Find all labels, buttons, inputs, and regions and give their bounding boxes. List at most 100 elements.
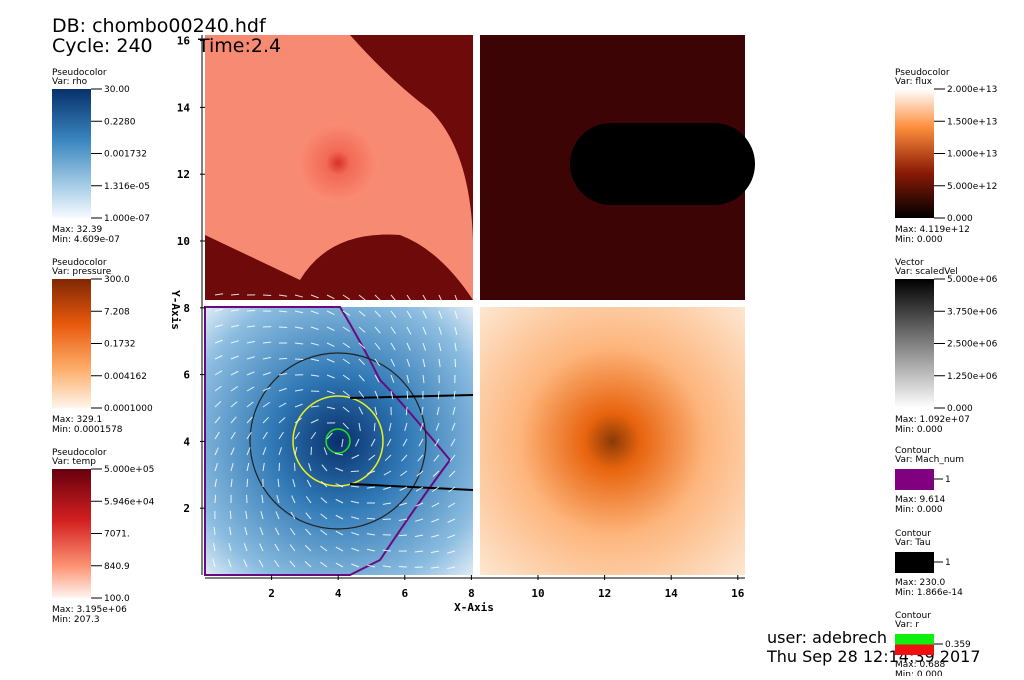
x-axis-title: X-Axis xyxy=(454,601,494,614)
y-tick-label: 8 xyxy=(183,302,190,315)
vector-arrow xyxy=(279,358,287,359)
x-tick-label: 4 xyxy=(335,587,342,600)
legend-var: Var: flux xyxy=(895,77,933,87)
pressure-image xyxy=(480,307,745,575)
colorbar-label: 1.000e-07 xyxy=(104,214,150,224)
x-tick-label: 12 xyxy=(598,587,611,600)
legend-max: Max: 9.614 xyxy=(895,495,946,505)
vector-arrow xyxy=(311,447,312,455)
legend-min: Min: 0.000 xyxy=(895,505,943,515)
vector-arrow xyxy=(351,471,359,472)
colorbar xyxy=(895,89,934,218)
vector-arrow xyxy=(247,479,248,487)
vector-arrow xyxy=(407,391,408,399)
legend-max: Max: 4.119e+12 xyxy=(895,225,970,235)
vector-arrow xyxy=(438,391,439,399)
colorbar-label: 0.000 xyxy=(947,214,973,224)
contour-swatch xyxy=(895,469,934,490)
y-axis-title: Y-Axis xyxy=(169,290,182,330)
colorbar-label: 7.208 xyxy=(104,307,130,317)
legend-max: Max: 3.195e+06 xyxy=(52,605,127,615)
flux-region xyxy=(570,123,755,205)
vector-arrow xyxy=(455,359,456,367)
legend-max: Max: 32.39 xyxy=(52,225,103,235)
x-tick-label: 16 xyxy=(731,587,745,600)
y-tick-label: 6 xyxy=(183,369,190,382)
colorbar-label: 5.946e+04 xyxy=(104,497,155,507)
colorbar-label: 0.1732 xyxy=(104,340,136,350)
colorbar xyxy=(895,279,934,408)
legend-var: Var: Mach_num xyxy=(895,455,964,465)
colorbar-label: 1.500e+13 xyxy=(947,117,997,127)
y-tick-label: 12 xyxy=(177,168,190,181)
db-label: DB: chombo00240.hdf xyxy=(52,15,267,37)
y-tick-label: 2 xyxy=(183,502,190,515)
colorbar-label: 100.0 xyxy=(104,594,130,604)
y-tick-label: 10 xyxy=(177,235,190,248)
legend-max: Max: 0.688 xyxy=(895,660,946,670)
legend-var: Var: Tau xyxy=(895,538,931,548)
x-tick-label: 14 xyxy=(665,587,679,600)
colorbar-label: 2.500e+06 xyxy=(947,340,998,350)
x-tick-label: 8 xyxy=(468,587,475,600)
vector-arrow xyxy=(406,407,407,415)
colorbar-label: 0.2280 xyxy=(104,117,136,127)
colorbar-label: 0.001732 xyxy=(104,150,147,160)
cycle-label: Cycle: 240 xyxy=(52,35,153,57)
x-tick-label: 2 xyxy=(268,587,275,600)
legend-min: Min: 0.000 xyxy=(895,670,943,676)
colorbar-label: 30.00 xyxy=(104,85,130,95)
contour-swatch xyxy=(895,645,934,656)
vector-arrow xyxy=(294,463,295,471)
x-tick-label: 6 xyxy=(401,587,408,600)
legend-var: Var: temp xyxy=(52,457,96,467)
y-tick-label: 16 xyxy=(177,35,191,48)
legend-min: Min: 0.000 xyxy=(895,235,943,245)
colorbar-label: 0.0001000 xyxy=(104,404,153,414)
header: DB: chombo00240.hdf Cycle: 240 Time:2.4 xyxy=(52,15,281,57)
x-tick-label: 10 xyxy=(531,587,544,600)
colorbar-label: 7071. xyxy=(104,530,130,540)
vector-arrow xyxy=(374,423,375,431)
contour-level: 1 xyxy=(945,558,951,568)
plot-images xyxy=(205,35,755,575)
colorbar-label: 1.250e+06 xyxy=(947,372,998,382)
legend-min: Min: 207.3 xyxy=(52,615,100,625)
legend-min: Min: 0.000 xyxy=(895,425,943,435)
colorbar-label: 300.0 xyxy=(104,275,130,285)
colorbar xyxy=(52,279,91,408)
time-label: Time:2.4 xyxy=(197,35,281,57)
legend-min: Min: 1.866e-14 xyxy=(895,588,963,598)
temp-core xyxy=(298,123,378,203)
contour-level: 1 xyxy=(945,475,951,485)
vector-arrow xyxy=(247,310,255,311)
colorbar-label: 1.316e-05 xyxy=(104,182,150,192)
colorbar xyxy=(52,89,91,218)
contour-level: 0.359 xyxy=(945,640,971,650)
legend-var: Var: r xyxy=(895,620,919,630)
colorbar-label: 5.000e+06 xyxy=(947,275,998,285)
colorbar-label: 5.000e+05 xyxy=(104,465,154,475)
colorbar-label: 2.000e+13 xyxy=(947,85,997,95)
colorbar xyxy=(52,469,91,598)
user-label: user: adebrech xyxy=(767,628,887,647)
y-tick-label: 14 xyxy=(177,101,191,114)
legend-max: Max: 1.092e+07 xyxy=(895,415,970,425)
y-tick-label: 4 xyxy=(183,435,190,448)
contour-swatch xyxy=(895,634,934,645)
legend-max: Max: 329.1 xyxy=(52,415,102,425)
legend-var: Var: rho xyxy=(52,77,88,87)
vector-arrow xyxy=(279,463,280,471)
colorbar-label: 3.750e+06 xyxy=(947,307,998,317)
vector-arrow xyxy=(263,295,271,296)
vector-arrow xyxy=(279,327,287,328)
colorbar-label: 0.000 xyxy=(947,404,973,414)
colorbar-label: 1.000e+13 xyxy=(947,150,997,160)
legend-min: Min: 0.0001578 xyxy=(52,425,123,435)
colorbar-label: 5.000e+12 xyxy=(947,182,997,192)
vector-arrow xyxy=(215,495,216,503)
legend-max: Max: 230.0 xyxy=(895,578,946,588)
colorbar-label: 840.9 xyxy=(104,562,130,572)
legend-min: Min: 4.609e-07 xyxy=(52,235,120,245)
